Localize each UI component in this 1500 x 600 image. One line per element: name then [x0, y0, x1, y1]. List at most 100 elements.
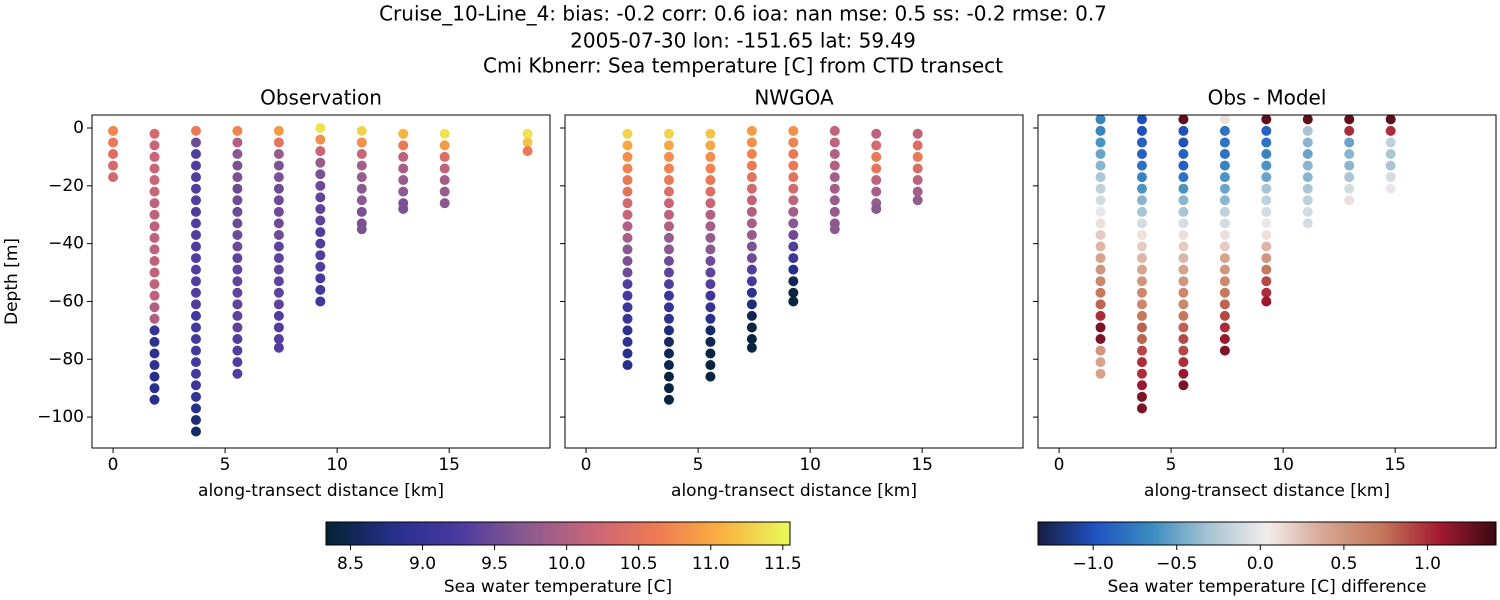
- point: [622, 175, 633, 186]
- point: [439, 198, 450, 209]
- point: [622, 151, 633, 162]
- point: [1136, 195, 1147, 206]
- point: [788, 149, 799, 160]
- point: [746, 276, 757, 287]
- point: [746, 334, 757, 345]
- point: [190, 380, 201, 391]
- x-axis-label: along-transect distance [km]: [1144, 481, 1390, 501]
- scatter-points: [108, 123, 533, 437]
- point: [829, 125, 840, 136]
- point: [1178, 287, 1189, 298]
- point: [746, 299, 757, 310]
- point: [190, 149, 201, 160]
- point: [1261, 160, 1272, 171]
- point: [232, 172, 243, 183]
- point: [149, 163, 160, 174]
- point: [871, 186, 882, 197]
- point: [190, 125, 201, 136]
- point: [190, 137, 201, 148]
- point: [788, 195, 799, 206]
- point: [1095, 368, 1106, 379]
- point: [149, 325, 160, 336]
- point: [1095, 149, 1106, 160]
- x-tick-label: 15: [911, 455, 933, 475]
- point: [1095, 276, 1106, 287]
- point: [439, 128, 450, 139]
- point: [149, 302, 160, 313]
- point: [663, 279, 674, 290]
- point: [315, 273, 326, 284]
- point: [746, 241, 757, 252]
- point: [1344, 115, 1355, 125]
- point: [232, 345, 243, 356]
- point: [1219, 218, 1230, 229]
- point: [1178, 380, 1189, 391]
- point: [1219, 195, 1230, 206]
- point: [190, 276, 201, 287]
- point: [622, 128, 633, 139]
- point: [1178, 253, 1189, 264]
- point: [1095, 334, 1106, 345]
- point: [1302, 125, 1313, 136]
- point: [663, 163, 674, 174]
- point: [108, 172, 119, 183]
- point: [149, 267, 160, 278]
- point: [912, 186, 923, 197]
- point: [273, 206, 284, 217]
- point: [190, 183, 201, 194]
- figure-subtitle: 2005-07-30 lon: -151.65 lat: 59.49: [570, 29, 916, 53]
- point: [1178, 241, 1189, 252]
- point: [149, 290, 160, 301]
- point: [232, 264, 243, 275]
- point: [149, 383, 160, 394]
- point: [705, 279, 716, 290]
- point: [149, 348, 160, 359]
- point: [315, 123, 326, 134]
- point: [1261, 137, 1272, 148]
- point: [439, 151, 450, 162]
- point: [273, 137, 284, 148]
- point: [232, 253, 243, 264]
- point: [1136, 310, 1147, 321]
- point: [232, 287, 243, 298]
- point: [439, 163, 450, 174]
- colorbar-tick-label: 1.0: [1414, 554, 1441, 574]
- point: [273, 241, 284, 252]
- point: [1302, 137, 1313, 148]
- point: [1136, 253, 1147, 264]
- point: [149, 279, 160, 290]
- point: [788, 137, 799, 148]
- point: [273, 172, 284, 183]
- panel-title: Obs - Model: [1208, 86, 1327, 110]
- point: [190, 229, 201, 240]
- point: [232, 368, 243, 379]
- point: [315, 146, 326, 157]
- point: [1261, 183, 1272, 194]
- point: [788, 253, 799, 264]
- point: [622, 325, 633, 336]
- point: [273, 299, 284, 310]
- point: [746, 183, 757, 194]
- point: [190, 287, 201, 298]
- point: [1095, 115, 1106, 125]
- point: [1178, 368, 1189, 379]
- point: [1095, 172, 1106, 183]
- x-axis-label: along-transect distance [km]: [671, 481, 917, 501]
- point: [1219, 276, 1230, 287]
- point: [622, 348, 633, 359]
- figure-title: Cruise_10-Line_4: bias: -0.2 corr: 0.6 i…: [379, 2, 1107, 26]
- point: [912, 140, 923, 151]
- axes-frame: [1037, 114, 1497, 449]
- point: [1261, 241, 1272, 252]
- point: [149, 209, 160, 220]
- point: [108, 137, 119, 148]
- point: [273, 342, 284, 353]
- figure-subtitle: Cmi Kbnerr: Sea temperature [C] from CTD…: [483, 54, 1003, 78]
- point: [1385, 160, 1396, 171]
- point: [1178, 264, 1189, 275]
- colorbar-tick-label: −0.5: [1156, 554, 1197, 574]
- point: [1136, 206, 1147, 217]
- point: [315, 134, 326, 145]
- point: [273, 229, 284, 240]
- point: [1219, 345, 1230, 356]
